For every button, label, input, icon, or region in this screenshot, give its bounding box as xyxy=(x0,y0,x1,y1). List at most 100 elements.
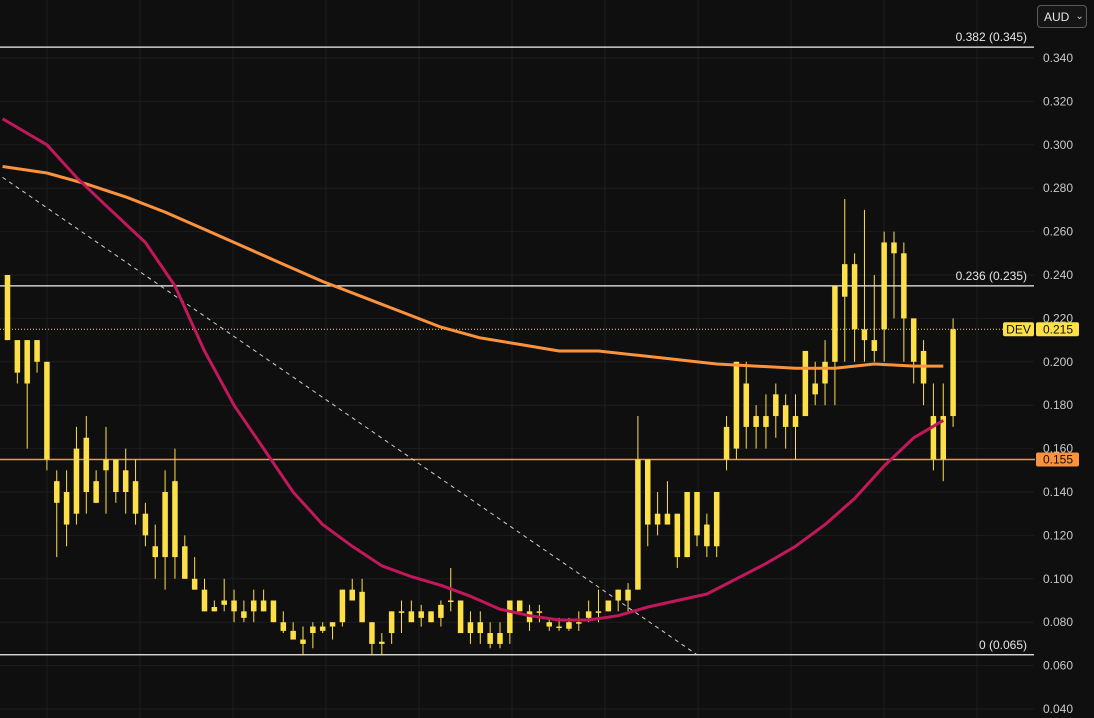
candle-body xyxy=(753,416,759,427)
candle-body xyxy=(832,285,838,362)
candle-body xyxy=(14,340,21,373)
candle-body xyxy=(930,416,937,460)
candle-body xyxy=(556,626,562,629)
fib-level-label: 0 (0.065) xyxy=(979,638,1027,652)
candle-body xyxy=(516,600,523,612)
candle-body xyxy=(172,481,178,558)
candle-body xyxy=(487,633,493,644)
candle-body xyxy=(507,600,513,634)
candle-body xyxy=(241,611,247,618)
ma-fast-line xyxy=(1,117,945,622)
candle-body xyxy=(536,611,543,613)
candle-body xyxy=(93,481,99,503)
candle-body xyxy=(44,361,50,460)
candle-body xyxy=(113,459,119,492)
candle-body xyxy=(132,481,139,514)
candle-body xyxy=(4,275,11,341)
candle-body xyxy=(773,394,779,417)
candle-body xyxy=(339,589,346,623)
candle-body xyxy=(635,459,641,590)
candle-body xyxy=(270,600,277,623)
candle-body xyxy=(103,459,109,471)
candle-body xyxy=(881,242,887,330)
candle-body xyxy=(73,448,80,514)
candle-body xyxy=(182,546,188,579)
candle-body xyxy=(871,340,878,351)
y-tick-label: 0.280 xyxy=(1043,181,1073,195)
candle-body xyxy=(398,611,405,613)
candle-body xyxy=(654,513,661,525)
candle-body xyxy=(290,630,296,640)
candle-body xyxy=(477,622,484,634)
candle-body xyxy=(280,622,287,631)
candle-body xyxy=(802,350,809,417)
price-tag-value: 0.155 xyxy=(1043,452,1073,466)
candle-body xyxy=(910,318,917,362)
candle-body xyxy=(359,591,365,623)
candle-body xyxy=(457,600,464,634)
y-tick-label: 0.040 xyxy=(1043,702,1073,716)
y-tick-label: 0.300 xyxy=(1043,138,1073,152)
candle-body xyxy=(812,383,818,395)
candle-body xyxy=(763,416,769,427)
price-tag-box xyxy=(1036,452,1079,467)
currency-dropdown[interactable]: AUD ⌄ xyxy=(1037,5,1087,28)
candle-body xyxy=(379,641,385,644)
candle-body xyxy=(349,589,355,601)
fibonacci-levels[interactable]: 0.382 (0.345) 0.236 (0.235) 0 (0.065) xyxy=(0,30,1035,656)
candle-body xyxy=(34,340,40,362)
candle-body xyxy=(300,639,306,644)
candle-body xyxy=(546,622,552,627)
price-tag-box xyxy=(1036,322,1079,337)
moving-averages xyxy=(1,117,945,622)
y-tick-label: 0.140 xyxy=(1043,485,1073,499)
y-tick-label: 0.060 xyxy=(1043,659,1073,673)
candle-body xyxy=(694,492,700,536)
y-tick-label: 0.180 xyxy=(1043,398,1073,412)
candle-body xyxy=(605,600,612,612)
y-tick-label: 0.220 xyxy=(1043,311,1073,325)
candle-body xyxy=(891,242,897,254)
candlestick-series[interactable] xyxy=(4,199,956,655)
candle-body xyxy=(369,622,375,644)
candle-body xyxy=(408,611,415,623)
candle-body xyxy=(162,492,168,558)
candle-body xyxy=(566,622,572,629)
candle-body xyxy=(861,329,868,341)
candle-body xyxy=(497,633,503,644)
price-axis[interactable]: 0.040 0.060 0.080 0.100 0.120 0.140 0.160 0.180… xyxy=(1043,51,1073,716)
ma-slow-line xyxy=(2,165,944,370)
candle-body xyxy=(221,600,227,605)
candle-body xyxy=(704,524,710,547)
candle-body xyxy=(684,492,690,558)
candle-body xyxy=(733,361,740,449)
price-tag-name-box xyxy=(1003,322,1034,337)
candle-body xyxy=(792,416,799,427)
price-tag-value: 0.215 xyxy=(1043,322,1073,336)
candle-body xyxy=(723,426,730,460)
candle-body xyxy=(251,600,257,612)
candle-body xyxy=(201,589,208,612)
price-tag-name: DEV xyxy=(1006,322,1031,336)
candle-body xyxy=(319,626,326,631)
candle-body xyxy=(191,578,198,590)
candle-body xyxy=(674,513,681,558)
candle-body xyxy=(152,546,158,558)
candle-body xyxy=(940,416,946,460)
candle-body xyxy=(448,600,454,602)
candle-body xyxy=(63,492,70,525)
candle-body xyxy=(901,253,907,319)
candle-body xyxy=(576,622,582,624)
candle-body xyxy=(211,607,218,612)
candle-body xyxy=(122,470,129,492)
candle-body xyxy=(329,622,336,627)
fib-level-label: 0.236 (0.235) xyxy=(956,269,1027,283)
candle-body xyxy=(713,492,720,547)
candle-body xyxy=(743,383,749,427)
candle-body xyxy=(83,437,90,492)
candle-body xyxy=(231,600,237,612)
candle-body xyxy=(822,361,828,384)
candle-body xyxy=(388,611,395,634)
candle-body xyxy=(645,459,651,525)
